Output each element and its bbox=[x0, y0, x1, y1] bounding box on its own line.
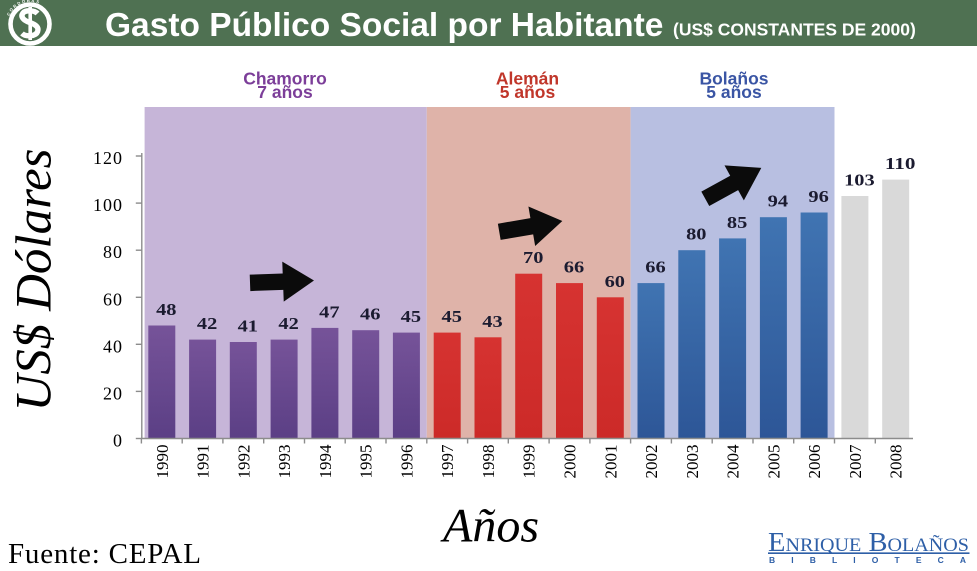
svg-text:41: 41 bbox=[238, 317, 258, 336]
svg-text:2003: 2003 bbox=[683, 445, 702, 479]
svg-text:2006: 2006 bbox=[805, 445, 824, 479]
svg-text:110: 110 bbox=[885, 154, 916, 173]
svg-text:Enrique Bolaños: Enrique Bolaños bbox=[768, 527, 969, 557]
svg-text:2005: 2005 bbox=[764, 445, 783, 479]
svg-text:100: 100 bbox=[93, 195, 123, 215]
svg-text:2007: 2007 bbox=[846, 444, 865, 479]
svg-text:5 años: 5 años bbox=[500, 82, 556, 102]
svg-text:47: 47 bbox=[319, 302, 339, 321]
svg-text:120: 120 bbox=[93, 148, 123, 168]
svg-text:45: 45 bbox=[442, 307, 462, 326]
svg-text:40: 40 bbox=[103, 336, 123, 356]
svg-text:Chamorro: Chamorro bbox=[243, 69, 327, 89]
svg-text:66: 66 bbox=[564, 258, 584, 277]
svg-text:94: 94 bbox=[768, 192, 788, 211]
svg-text:1993: 1993 bbox=[275, 445, 294, 479]
svg-text:60: 60 bbox=[605, 272, 625, 291]
svg-text:45: 45 bbox=[401, 307, 421, 326]
svg-text:80: 80 bbox=[686, 225, 706, 244]
svg-text:103: 103 bbox=[844, 171, 875, 190]
svg-text:2008: 2008 bbox=[887, 445, 906, 479]
svg-text:Fuente: CEPAL: Fuente: CEPAL bbox=[8, 538, 202, 570]
svg-text:2002: 2002 bbox=[642, 445, 661, 479]
svg-text:2000: 2000 bbox=[561, 445, 580, 479]
svg-text:96: 96 bbox=[808, 187, 828, 206]
svg-text:2001: 2001 bbox=[601, 445, 620, 479]
svg-text:42: 42 bbox=[197, 314, 217, 333]
svg-text:US$ Dólares: US$ Dólares bbox=[7, 148, 63, 411]
svg-text:Bolaños: Bolaños bbox=[699, 69, 768, 89]
svg-text:Gasto Público Social por Habit: Gasto Público Social por Habitante bbox=[105, 7, 663, 44]
svg-text:60: 60 bbox=[103, 289, 123, 309]
svg-text:2004: 2004 bbox=[724, 444, 743, 479]
svg-text:70: 70 bbox=[523, 248, 543, 267]
svg-text:42: 42 bbox=[278, 314, 298, 333]
svg-text:80: 80 bbox=[103, 242, 123, 262]
svg-text:1994: 1994 bbox=[316, 444, 335, 479]
svg-text:1991: 1991 bbox=[194, 445, 213, 479]
svg-text:1992: 1992 bbox=[234, 445, 253, 479]
svg-text:Alemán: Alemán bbox=[496, 69, 559, 89]
svg-text:1999: 1999 bbox=[520, 445, 539, 479]
svg-text:1995: 1995 bbox=[357, 445, 376, 479]
svg-text:0: 0 bbox=[113, 431, 123, 451]
svg-text:(US$ CONSTANTES DE 2000): (US$ CONSTANTES DE 2000) bbox=[673, 20, 916, 40]
svg-text:85: 85 bbox=[727, 213, 747, 232]
svg-text:1998: 1998 bbox=[479, 445, 498, 479]
svg-text:7 años: 7 años bbox=[257, 82, 313, 102]
svg-text:43: 43 bbox=[482, 312, 502, 331]
svg-text:5 años: 5 años bbox=[706, 82, 762, 102]
svg-text:46: 46 bbox=[360, 305, 380, 324]
svg-text:1997: 1997 bbox=[438, 444, 457, 479]
svg-text:48: 48 bbox=[156, 300, 176, 319]
svg-text:1990: 1990 bbox=[153, 445, 172, 479]
svg-text:20: 20 bbox=[103, 383, 123, 403]
svg-text:1996: 1996 bbox=[397, 445, 416, 479]
svg-text:Años: Años bbox=[440, 499, 539, 552]
svg-text:66: 66 bbox=[645, 258, 665, 277]
